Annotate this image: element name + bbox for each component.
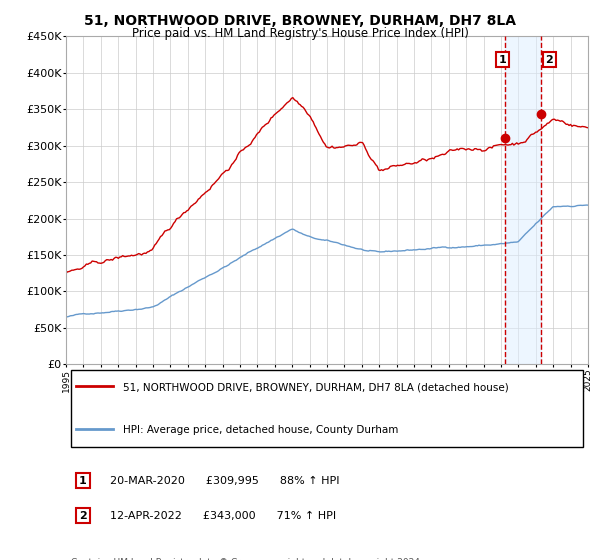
Text: 1: 1 (79, 475, 87, 486)
FancyBboxPatch shape (71, 370, 583, 447)
Text: 1: 1 (499, 55, 506, 65)
Text: 51, NORTHWOOD DRIVE, BROWNEY, DURHAM, DH7 8LA: 51, NORTHWOOD DRIVE, BROWNEY, DURHAM, DH… (84, 14, 516, 28)
Text: Contains HM Land Registry data © Crown copyright and database right 2024.
This d: Contains HM Land Registry data © Crown c… (71, 558, 423, 560)
Text: HPI: Average price, detached house, County Durham: HPI: Average price, detached house, Coun… (124, 425, 399, 435)
Text: Price paid vs. HM Land Registry's House Price Index (HPI): Price paid vs. HM Land Registry's House … (131, 27, 469, 40)
Text: 2: 2 (79, 511, 87, 521)
Text: 51, NORTHWOOD DRIVE, BROWNEY, DURHAM, DH7 8LA (detached house): 51, NORTHWOOD DRIVE, BROWNEY, DURHAM, DH… (124, 382, 509, 393)
Text: 2: 2 (545, 55, 553, 65)
Text: 12-APR-2022      £343,000      71% ↑ HPI: 12-APR-2022 £343,000 71% ↑ HPI (110, 511, 337, 521)
Text: 20-MAR-2020      £309,995      88% ↑ HPI: 20-MAR-2020 £309,995 88% ↑ HPI (110, 475, 340, 486)
Bar (505, 36, 541, 365)
